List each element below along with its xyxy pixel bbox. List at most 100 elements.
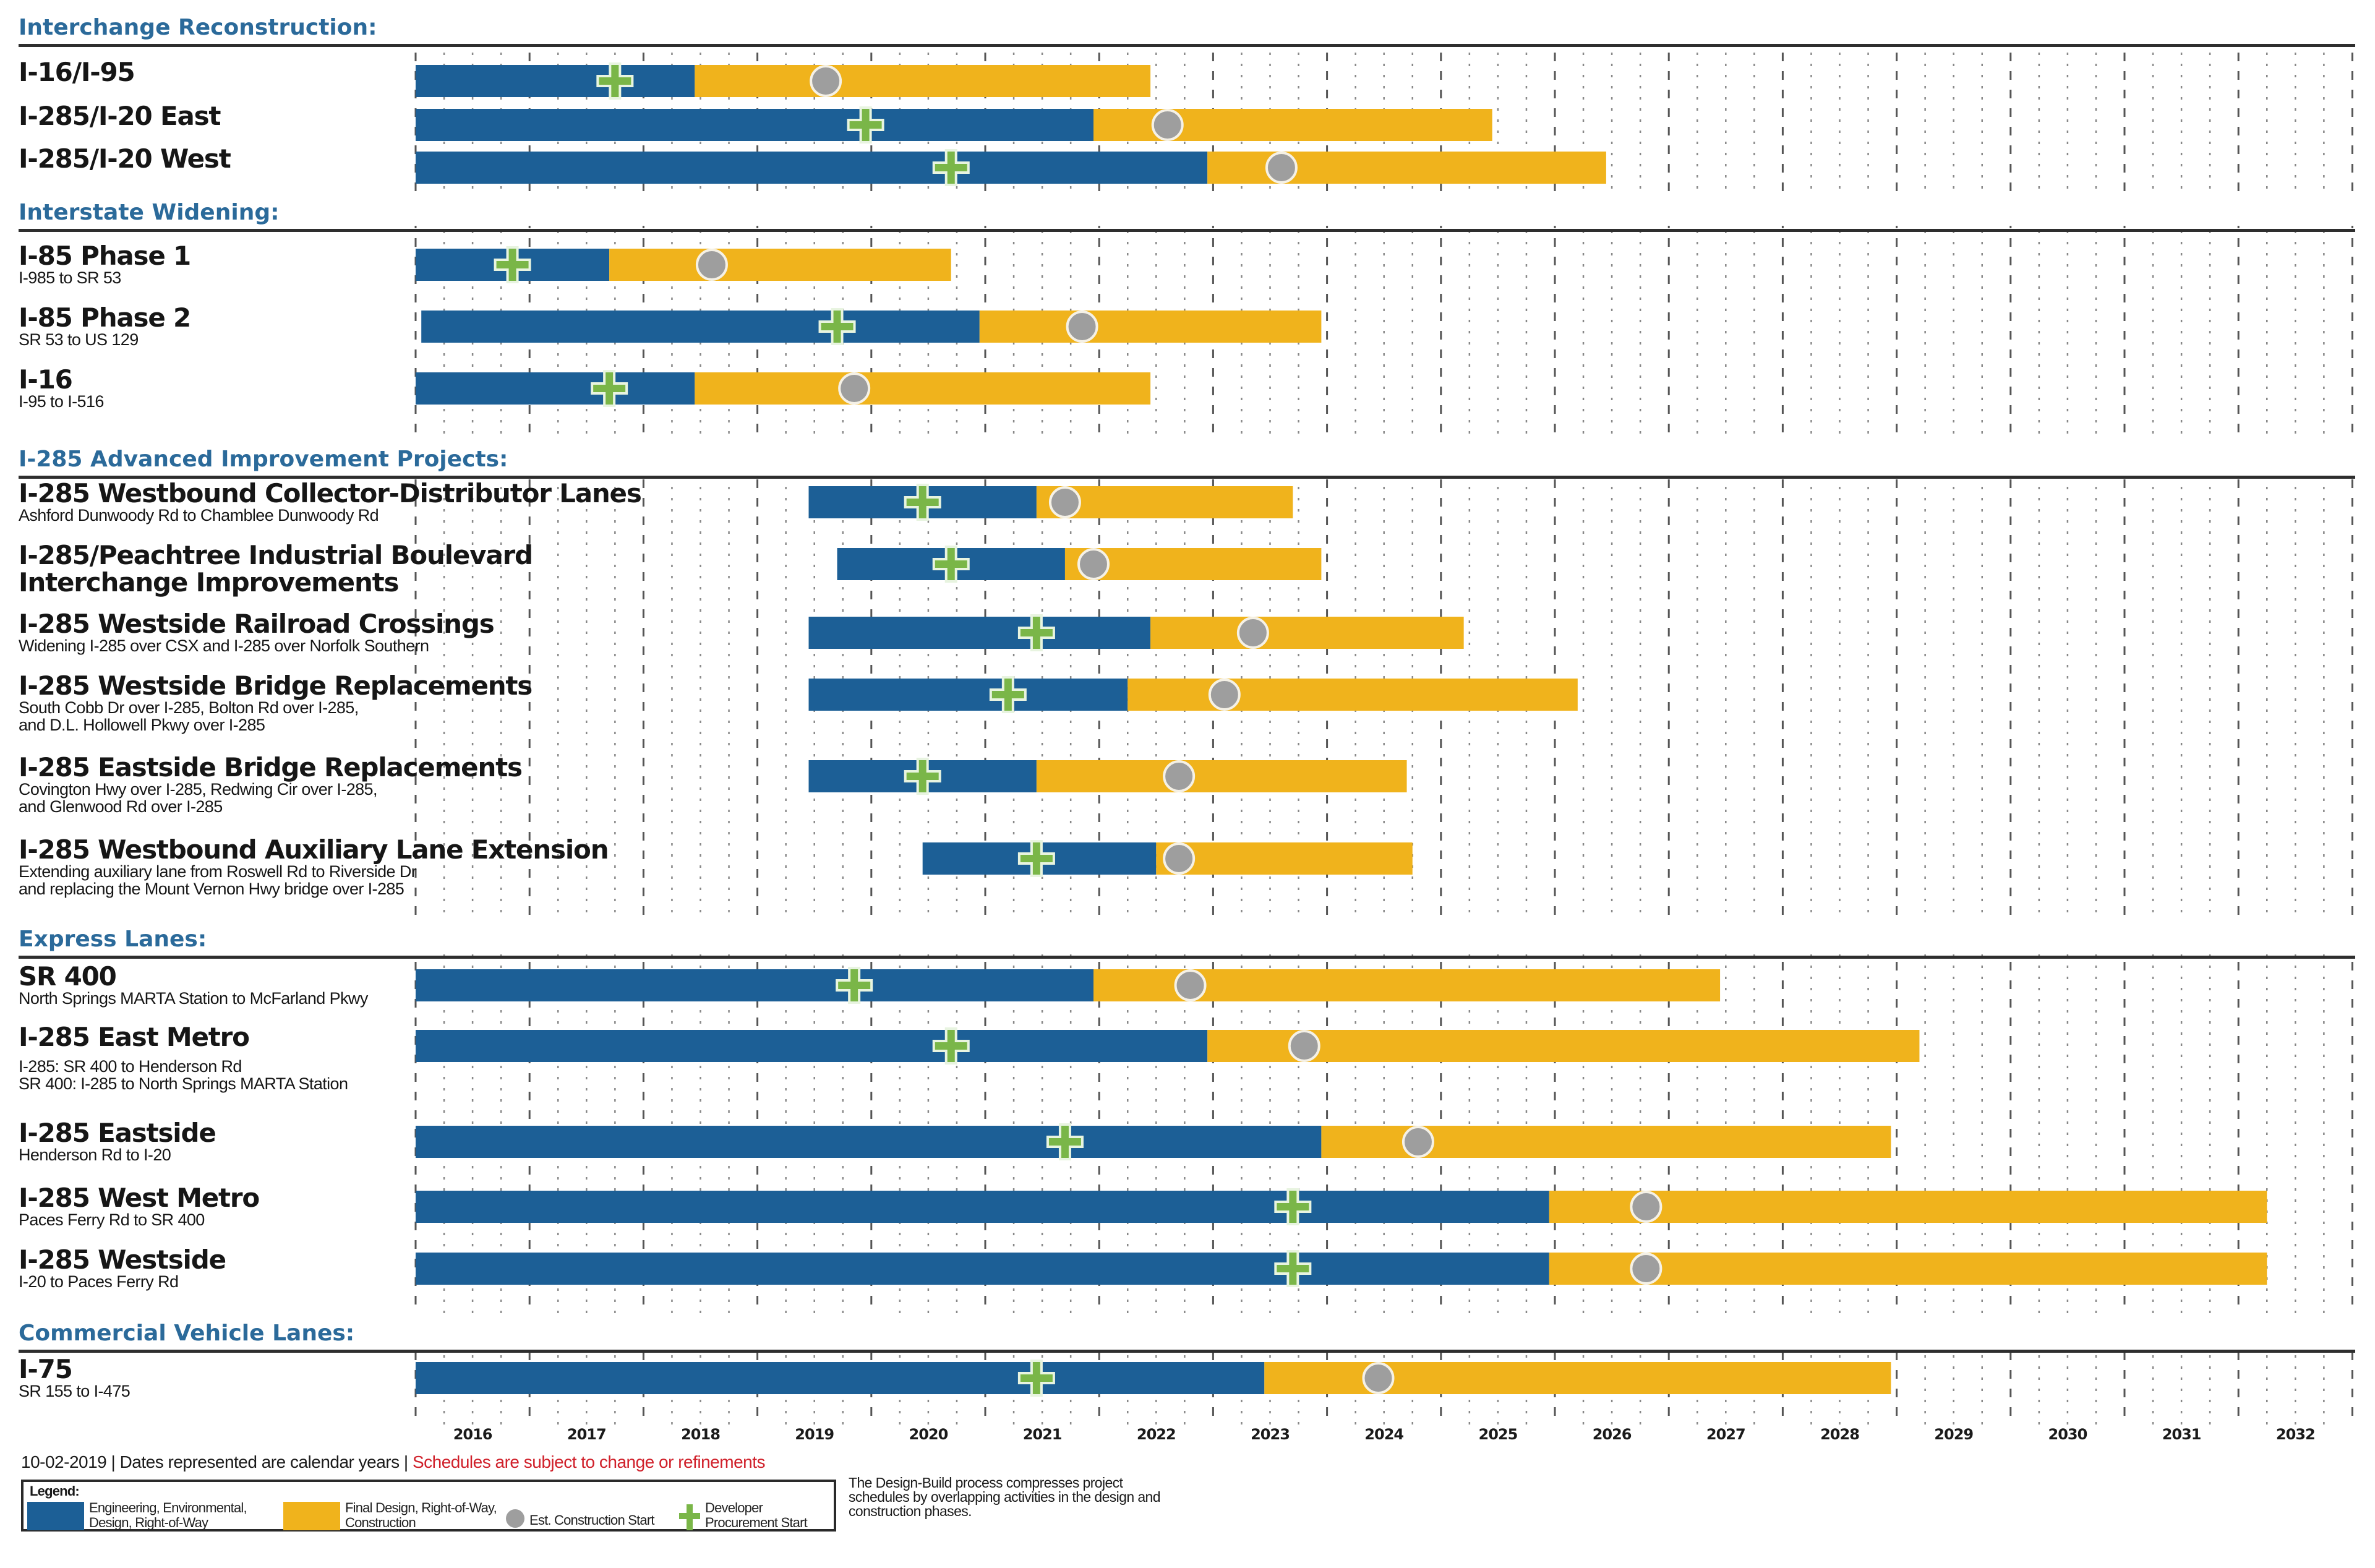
procurement-plus-marker [1046, 1123, 1084, 1160]
x-tick-label: 2027 [1706, 1426, 1745, 1443]
x-tick-label: 2020 [909, 1426, 948, 1443]
circle-marker-icon [506, 1509, 524, 1528]
construction-start-marker [1362, 1362, 1395, 1394]
legend-item-construction: Final Design, Right-of-Way, Construction [283, 1501, 497, 1530]
engineering-bar [416, 969, 1093, 1001]
construction-bar [1036, 760, 1407, 792]
project-name: I-285/I-20 East [19, 101, 221, 131]
section-rule [19, 229, 2355, 232]
construction-bar [1549, 1191, 2267, 1223]
procurement-plus-marker [836, 967, 873, 1004]
project-name: I-285 Westbound Auxiliary Lane Extension [19, 834, 608, 865]
construction-bar [695, 372, 1151, 405]
project-name: I-285/I-20 West [19, 144, 231, 174]
project-name: SR 400 [19, 961, 116, 992]
engineering-bar [808, 679, 1128, 711]
section-rule [19, 1350, 2355, 1353]
project-location: SR 53 to US 129 [19, 330, 139, 349]
engineering-bar [416, 1030, 1208, 1062]
construction-bar [1150, 617, 1464, 649]
x-tick-label: 2019 [795, 1426, 834, 1443]
section-header-bg [0, 440, 2355, 473]
procurement-plus-marker [989, 676, 1027, 713]
project-location: and D.L. Hollowell Pkwy over I-285 [19, 716, 265, 734]
construction-start-marker [1236, 617, 1269, 649]
procurement-plus-marker [932, 546, 970, 583]
x-tick-label: 2026 [1593, 1426, 1632, 1443]
engineering-bar [416, 65, 695, 97]
project-location: and replacing the Mount Vernon Hwy bridg… [19, 880, 404, 898]
design-build-note: The Design-Build process compresses proj… [849, 1475, 1161, 1519]
project-name: I-285 Eastside Bridge Replacements [19, 752, 522, 782]
legend-item-construction-start: Est. Construction Start [506, 1509, 654, 1528]
section-rule [19, 956, 2355, 959]
footnote-disclaimer: Schedules are subject to change or refin… [412, 1452, 766, 1472]
construction-start-marker [838, 372, 871, 405]
project-location: Ashford Dunwoody Rd to Chamblee Dunwoody… [19, 506, 379, 525]
construction-start-marker [1077, 548, 1110, 580]
procurement-plus-marker [932, 1027, 970, 1065]
procurement-plus-marker [1017, 840, 1055, 877]
section-header-bg [0, 920, 2355, 953]
legend-title: Legend: [30, 1483, 80, 1499]
project-location: SR 400: I-285 to North Springs MARTA Sta… [19, 1074, 348, 1093]
construction-start-marker [1066, 311, 1098, 343]
construction-start-marker [1630, 1253, 1662, 1285]
project-name: I-285 Westside Bridge Replacements [19, 670, 532, 701]
construction-start-marker [695, 249, 728, 281]
x-tick-label: 2018 [681, 1426, 720, 1443]
x-tick-label: 2016 [453, 1426, 492, 1443]
engineering-bar [416, 152, 1208, 184]
construction-start-marker [1174, 969, 1207, 1001]
construction-start-marker [1208, 679, 1241, 711]
x-tick-label: 2022 [1137, 1426, 1176, 1443]
x-axis: 2016 2017 2018 2019 2020 2021 2022 2023 2024 2025… [453, 1426, 2316, 1443]
label-column-bg [0, 0, 396, 1447]
section-title: I-285 Advanced Improvement Projects: [19, 447, 508, 472]
section-title: Interstate Widening: [19, 200, 280, 225]
construction-start-marker [1401, 1126, 1434, 1158]
construction-start-marker [1151, 109, 1184, 141]
project-location: I-985 to SR 53 [19, 268, 121, 287]
project-location: South Cobb Dr over I-285, Bolton Rd over… [19, 698, 359, 717]
project-name: I-285/Peachtree Industrial Boulevard [19, 540, 533, 570]
project-location: SR 155 to I-475 [19, 1382, 130, 1400]
engineering-bar [416, 1191, 1549, 1223]
construction-bar [1264, 1362, 1891, 1394]
project-location: Widening I-285 over CSX and I-285 over N… [19, 636, 429, 655]
engineering-bar [416, 1362, 1265, 1394]
procurement-plus-marker [1274, 1250, 1312, 1287]
engineering-bar [416, 1253, 1549, 1285]
procurement-plus-marker [818, 308, 856, 345]
project-name: I-285 East Metro [19, 1022, 249, 1052]
construction-bar [979, 311, 1322, 343]
construction-bar [1207, 1030, 1920, 1062]
project-name: I-85 Phase 1 [19, 241, 190, 271]
project-name: I-285 Westside [19, 1245, 226, 1275]
legend-item-procurement: Developer Procurement Start [679, 1501, 808, 1530]
procurement-plus-marker [932, 149, 970, 186]
x-tick-label: 2025 [1479, 1426, 1518, 1443]
project-name: I-285 Westbound Collector-Distributor La… [19, 478, 641, 508]
construction-bar [1549, 1253, 2267, 1285]
x-tick-label: 2021 [1023, 1426, 1062, 1443]
project-name: I-75 [19, 1354, 72, 1384]
project-name: I-16/I-95 [19, 57, 135, 87]
procurement-plus-marker [591, 370, 628, 407]
x-tick-label: 2024 [1364, 1426, 1403, 1443]
project-location: I-20 to Paces Ferry Rd [19, 1272, 178, 1291]
project-location: I-285: SR 400 to Henderson Rd [19, 1057, 242, 1076]
section-header-bg [0, 9, 2355, 41]
construction-swatch [283, 1502, 340, 1530]
construction-bar [1156, 842, 1413, 875]
procurement-plus-marker [596, 62, 634, 100]
construction-start-marker [1163, 760, 1196, 792]
section-title: Commercial Vehicle Lanes: [19, 1321, 354, 1346]
plus-marker-icon [679, 1504, 700, 1530]
x-tick-label: 2023 [1251, 1426, 1290, 1443]
construction-start-marker [1163, 842, 1196, 875]
construction-start-marker [1630, 1191, 1662, 1223]
section-header-bg [0, 194, 2355, 226]
project-location: Henderson Rd to I-20 [19, 1146, 171, 1164]
